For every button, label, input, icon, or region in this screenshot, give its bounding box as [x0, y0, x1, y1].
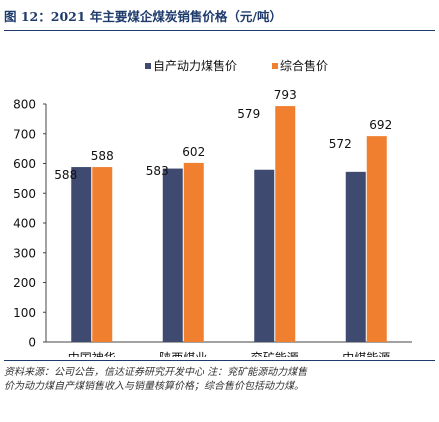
x-category-label-0: 中国神华 [68, 350, 116, 357]
source-note-line-2: 价为动力煤自产煤销售收入与销量核算价格；综合售价包括动力煤。 [4, 381, 304, 392]
y-tick-label-8: 800 [13, 98, 36, 112]
data-label-1-0: 588 [91, 149, 114, 163]
legend-swatch-0 [145, 63, 151, 69]
bar-1-1 [183, 162, 204, 342]
source-divider [4, 360, 435, 361]
data-label-0-0: 588 [54, 168, 77, 182]
bar-chart: 自产动力煤售价 综合售价 0 100 200 300 400 500 600 700 800 588 5… [13, 58, 412, 357]
source-note-line-1: 资料来源：公司公告，信达证券研究开发中心 注：兖矿能源动力煤售 [4, 367, 308, 378]
x-category-label-3: 中煤能源 [342, 350, 390, 357]
bar-1-0 [92, 167, 113, 342]
bar-0-1 [162, 168, 183, 342]
x-category-label-2: 兖矿能源 [251, 350, 299, 357]
data-label-1-2: 793 [274, 88, 297, 102]
data-label-0-3: 572 [329, 137, 352, 151]
y-tick-label-3: 300 [13, 246, 36, 260]
bar-0-0 [71, 167, 92, 342]
y-tick-label-1: 100 [13, 306, 36, 320]
legend-label-0: 自产动力煤售价 [153, 58, 237, 73]
data-label-0-2: 579 [237, 107, 260, 121]
y-tick-label-0: 0 [28, 336, 36, 350]
data-label-1-3: 692 [369, 118, 392, 132]
data-label-0-1: 583 [146, 164, 169, 178]
x-category-label-1: 陕西煤业 [159, 350, 207, 357]
bar-0-3 [345, 171, 366, 342]
y-tick-label-5: 500 [13, 187, 36, 201]
y-tick-label-4: 400 [13, 217, 36, 231]
bar-1-2 [275, 106, 296, 343]
legend-swatch-1 [272, 63, 278, 69]
bar-0-2 [254, 169, 275, 342]
data-label-1-1: 602 [182, 145, 205, 159]
y-tick-label-2: 200 [13, 276, 36, 290]
legend-label-1: 综合售价 [280, 58, 328, 73]
title-divider [4, 30, 435, 31]
bar-1-3 [366, 136, 387, 342]
source-note: 资料来源：公司公告，信达证券研究开发中心 注：兖矿能源动力煤售 价为动力煤自产煤… [4, 366, 434, 394]
y-tick-label-6: 600 [13, 157, 36, 171]
chart-title: 图 12：2021 年主要煤企煤炭销售价格（元/吨） [4, 9, 282, 24]
y-tick-label-7: 700 [13, 127, 36, 141]
